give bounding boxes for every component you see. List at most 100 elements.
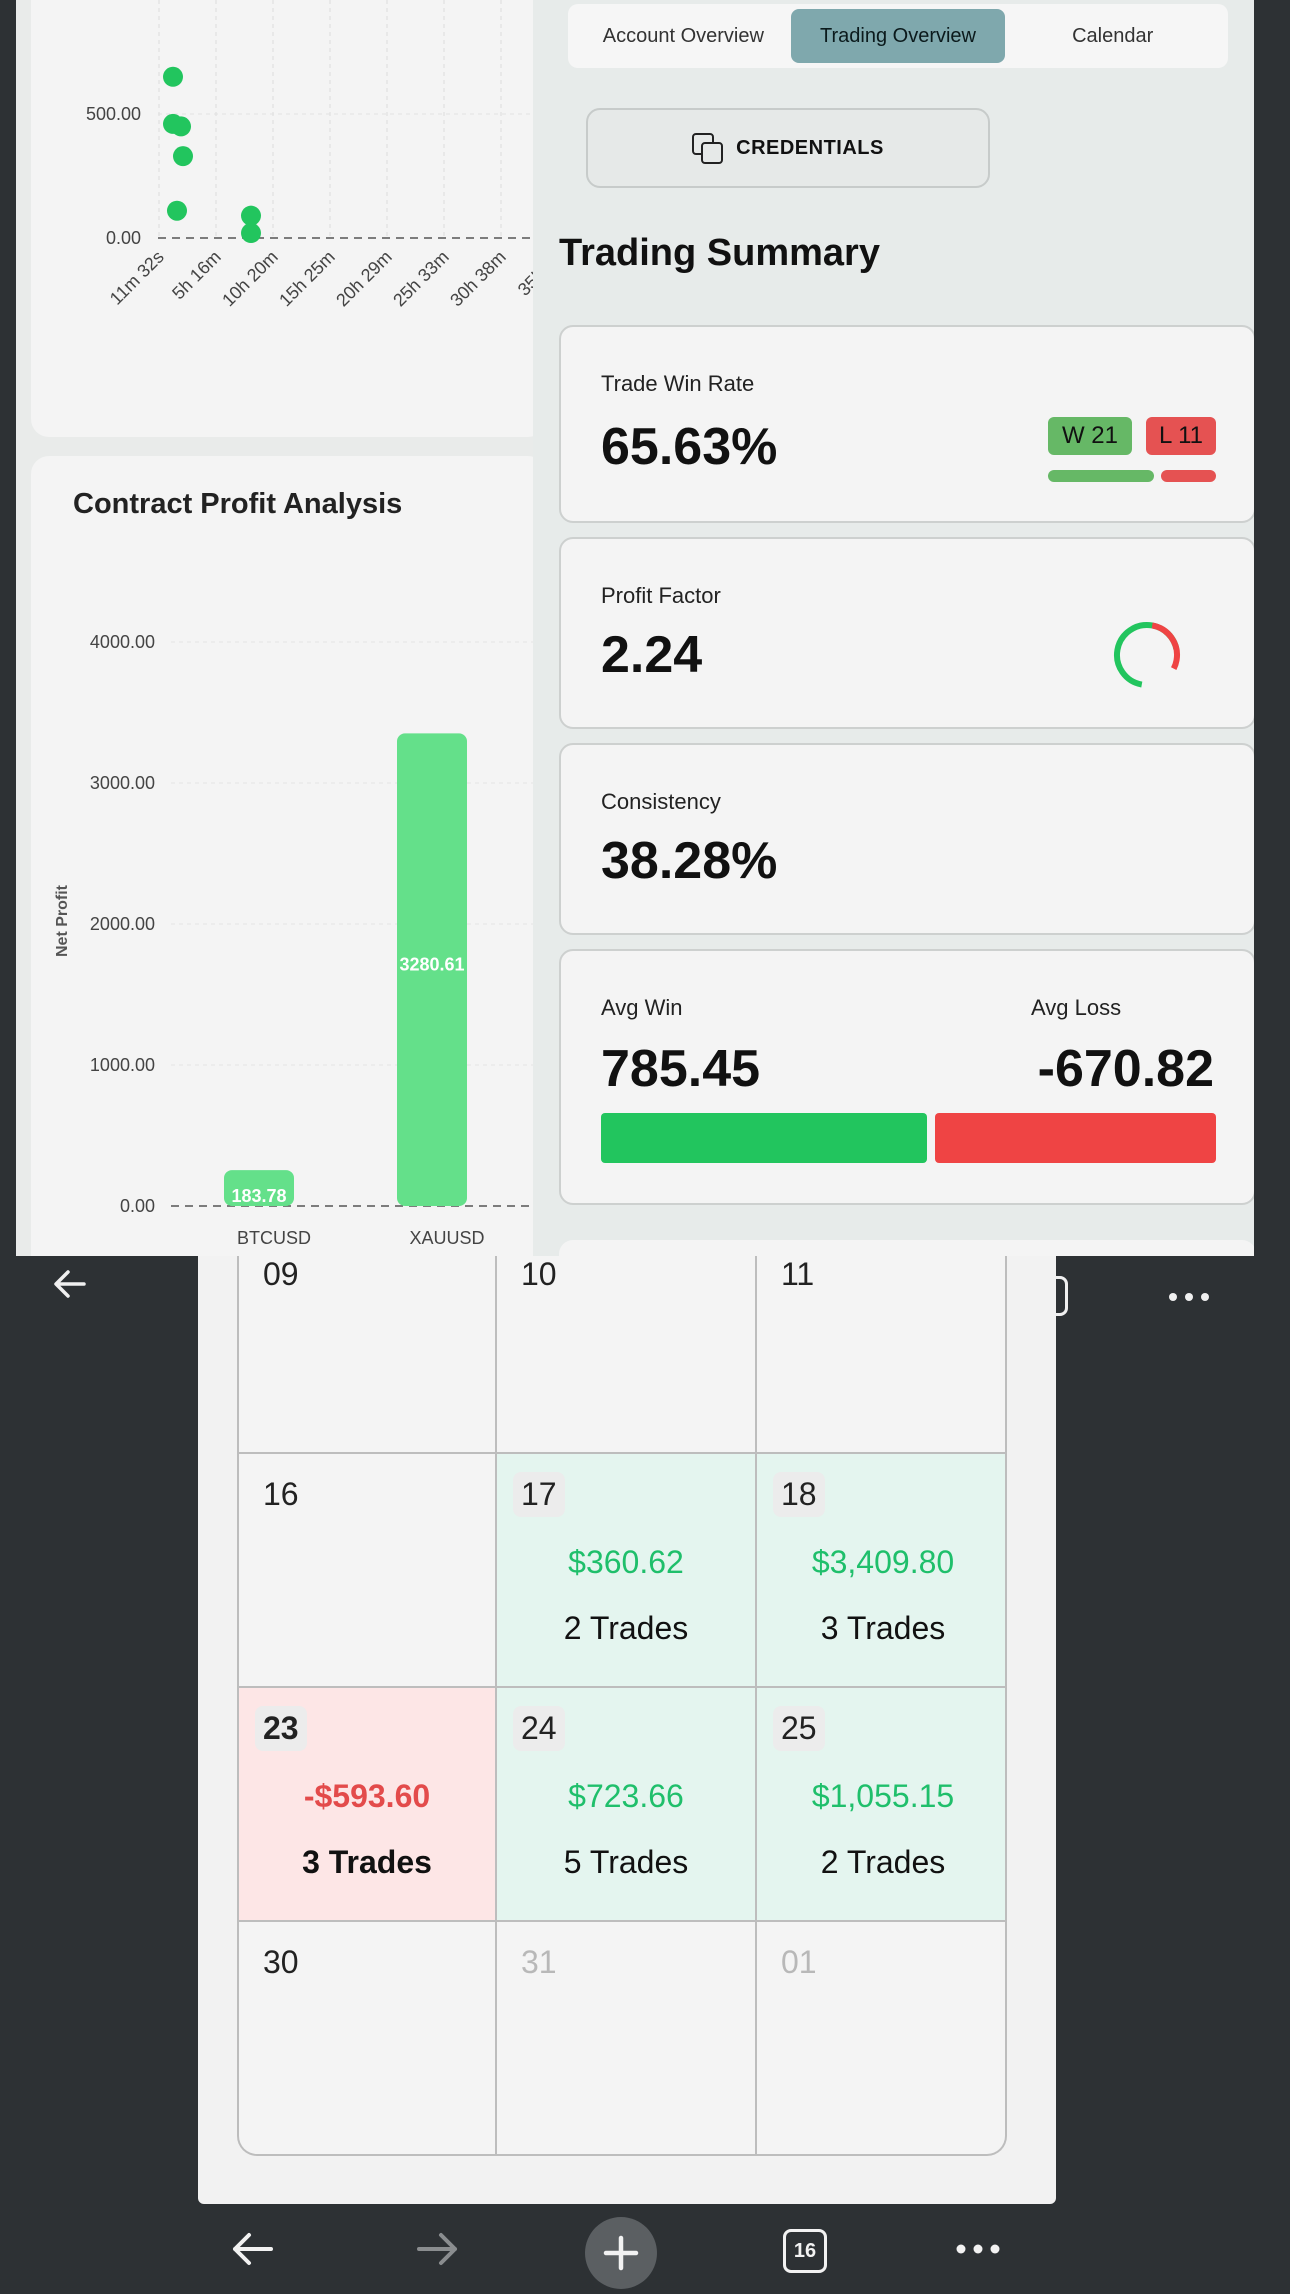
consistency-card: Consistency 38.28% <box>559 743 1254 935</box>
avg-loss-label: Avg Loss <box>1031 995 1122 1020</box>
scatter-xtick: 20h 29m <box>332 247 396 311</box>
scatter-xtick: 15h 25m <box>275 247 339 311</box>
tab-switcher-partial-icon <box>1050 1276 1068 1316</box>
calendar-day-18[interactable]: 18 $3,409.80 3 Trades <box>757 1454 1005 1688</box>
calendar-day-pnl: $360.62 <box>568 1544 684 1580</box>
credentials-button[interactable]: CREDENTIALS <box>586 108 990 188</box>
contract-profit-title: Contract Profit Analysis <box>73 488 403 520</box>
more-options-icon[interactable] <box>1165 1282 1213 1317</box>
loss-strip <box>1161 470 1216 482</box>
calendar-day-24[interactable]: 24 $723.66 5 Trades <box>497 1688 757 1922</box>
plus-icon <box>603 2235 639 2271</box>
bar-ylabel: Net Profit <box>54 884 71 957</box>
calendar-day-10[interactable]: 10 <box>497 1256 757 1454</box>
back-arrow-icon[interactable] <box>48 1262 92 1317</box>
duration-scatter-card: 11m 32s 5h 16m 10h 20m 15h 25m 20h 29m 25h 33… <box>31 0 567 437</box>
scatter-point <box>167 200 187 221</box>
scatter-point <box>241 205 261 226</box>
scatter-point <box>241 223 261 244</box>
tabs-count-button[interactable]: 16 <box>783 2229 827 2273</box>
scatter-point <box>163 66 183 87</box>
overview-tabs: Account Overview Trading Overview Calend… <box>568 4 1228 68</box>
bar-ytick: 2000.00 <box>90 914 155 934</box>
scatter-xtick: 25h 33m <box>389 247 453 311</box>
calendar-day-11[interactable]: 11 <box>757 1256 1005 1454</box>
avg-win-loss-card: Avg Win Avg Loss 785.45 -670.82 <box>559 949 1254 1205</box>
win-rate-card: Trade Win Rate 65.63% W 21 L 11 <box>559 325 1254 523</box>
calendar-grid: 09 10 11 16 17 $360.62 2 Trades 18 $3,409.80 3 Tr… <box>237 1256 1007 2156</box>
bar-btcusd <box>224 1170 294 1206</box>
calendar-day-16[interactable]: 16 <box>239 1454 497 1688</box>
calendar-day-25[interactable]: 25 $1,055.15 2 Trades <box>757 1688 1005 1922</box>
browser-bottom-bar: 16 <box>0 2204 1290 2294</box>
calendar-day-number: 31 <box>521 1944 557 1980</box>
win-rate-value: 65.63% <box>601 418 778 476</box>
bar-ytick: 4000.00 <box>90 632 155 652</box>
bar-ytick: 1000.00 <box>90 1055 155 1075</box>
losses-badge: L 11 <box>1146 417 1216 455</box>
calendar-day-pnl: $1,055.15 <box>811 1778 955 1814</box>
calendar-day-trades: 3 Trades <box>302 1844 432 1880</box>
calendar-day-31[interactable]: 31 <box>497 1922 757 2154</box>
contract-profit-card: Contract Profit Analysis 4000.00 3000.00 2… <box>31 456 546 1256</box>
contract-profit-chart: 4000.00 3000.00 2000.00 1000.00 0.00 Net Prof… <box>54 632 546 1248</box>
forward-button[interactable] <box>408 2204 468 2294</box>
calendar-day-number: 01 <box>781 1944 817 1980</box>
bar-xauusd <box>397 733 467 1206</box>
calendar-day-pnl: $3,409.80 <box>811 1544 955 1580</box>
calendar-day-30[interactable]: 30 <box>239 1922 497 2154</box>
tab-account-overview[interactable]: Account Overview <box>602 24 764 47</box>
bar-value-label: 3280.61 <box>399 955 464 975</box>
profit-factor-ring <box>1114 622 1180 688</box>
calendar-day-number: 10 <box>521 1256 557 1292</box>
trading-overview-window: 11m 32s 5h 16m 10h 20m 15h 25m 20h 29m 25h 33… <box>16 0 1254 1256</box>
calendar-day-number: 09 <box>263 1256 299 1292</box>
scatter-point <box>171 116 191 137</box>
calendar-day-trades: 2 Trades <box>563 1610 689 1646</box>
scatter-xtick: 5h 16m <box>168 247 225 304</box>
bar-xtick: BTCUSD <box>237 1228 311 1248</box>
calendar-day-01[interactable]: 01 <box>757 1922 1005 2154</box>
calendar-day-pnl: $723.66 <box>568 1778 684 1814</box>
scatter-ytick: 0.00 <box>106 228 141 248</box>
next-card-peek <box>559 1240 1254 1256</box>
bar-ytick: 0.00 <box>120 1196 155 1216</box>
copy-icon <box>692 133 724 164</box>
scatter-xtick: 30h 38m <box>446 247 510 311</box>
calendar-day-number: 25 <box>773 1706 825 1751</box>
profit-factor-label: Profit Factor <box>601 583 721 608</box>
avg-win-label: Avg Win <box>601 995 683 1020</box>
win-strip <box>1048 470 1154 482</box>
calendar-day-number: 11 <box>781 1256 815 1292</box>
calendar-day-number: 17 <box>513 1472 565 1517</box>
calendar-day-trades: 2 Trades <box>820 1844 946 1880</box>
menu-button[interactable] <box>950 2204 1006 2294</box>
tab-trading-overview[interactable]: Trading Overview <box>790 9 1006 63</box>
bar-xtick: XAUUSD <box>409 1228 484 1248</box>
wins-badge: W 21 <box>1048 417 1132 455</box>
calendar-day-number: 23 <box>255 1706 307 1751</box>
scatter-xtick: 10h 20m <box>218 247 282 311</box>
avg-loss-bar <box>935 1113 1216 1163</box>
bar-value-label: 183.78 <box>231 1186 286 1206</box>
calendar-day-trades: 5 Trades <box>563 1844 689 1880</box>
calendar-day-pnl: -$593.60 <box>303 1778 431 1814</box>
consistency-value: 38.28% <box>601 832 778 890</box>
back-button[interactable] <box>222 2204 282 2294</box>
calendar-day-17[interactable]: 17 $360.62 2 Trades <box>497 1454 757 1688</box>
calendar-day-number: 24 <box>513 1706 565 1751</box>
calendar-day-09[interactable]: 09 <box>239 1256 497 1454</box>
scatter-xtick: 11m 32s <box>106 247 168 309</box>
avg-win-value: 785.45 <box>601 1040 761 1098</box>
scatter-point <box>173 146 193 167</box>
credentials-label: CREDENTIALS <box>736 136 884 159</box>
tab-calendar[interactable]: Calendar <box>1072 24 1154 47</box>
profit-factor-value: 2.24 <box>601 626 703 684</box>
avg-loss-value: -670.82 <box>1037 1040 1214 1098</box>
new-tab-button[interactable] <box>585 2217 657 2289</box>
scatter-ytick: 500.00 <box>86 104 141 124</box>
calendar-day-number: 18 <box>773 1472 825 1517</box>
calendar-day-23[interactable]: 23 -$593.60 3 Trades <box>239 1688 497 1922</box>
calendar-day-number: 16 <box>263 1476 299 1512</box>
